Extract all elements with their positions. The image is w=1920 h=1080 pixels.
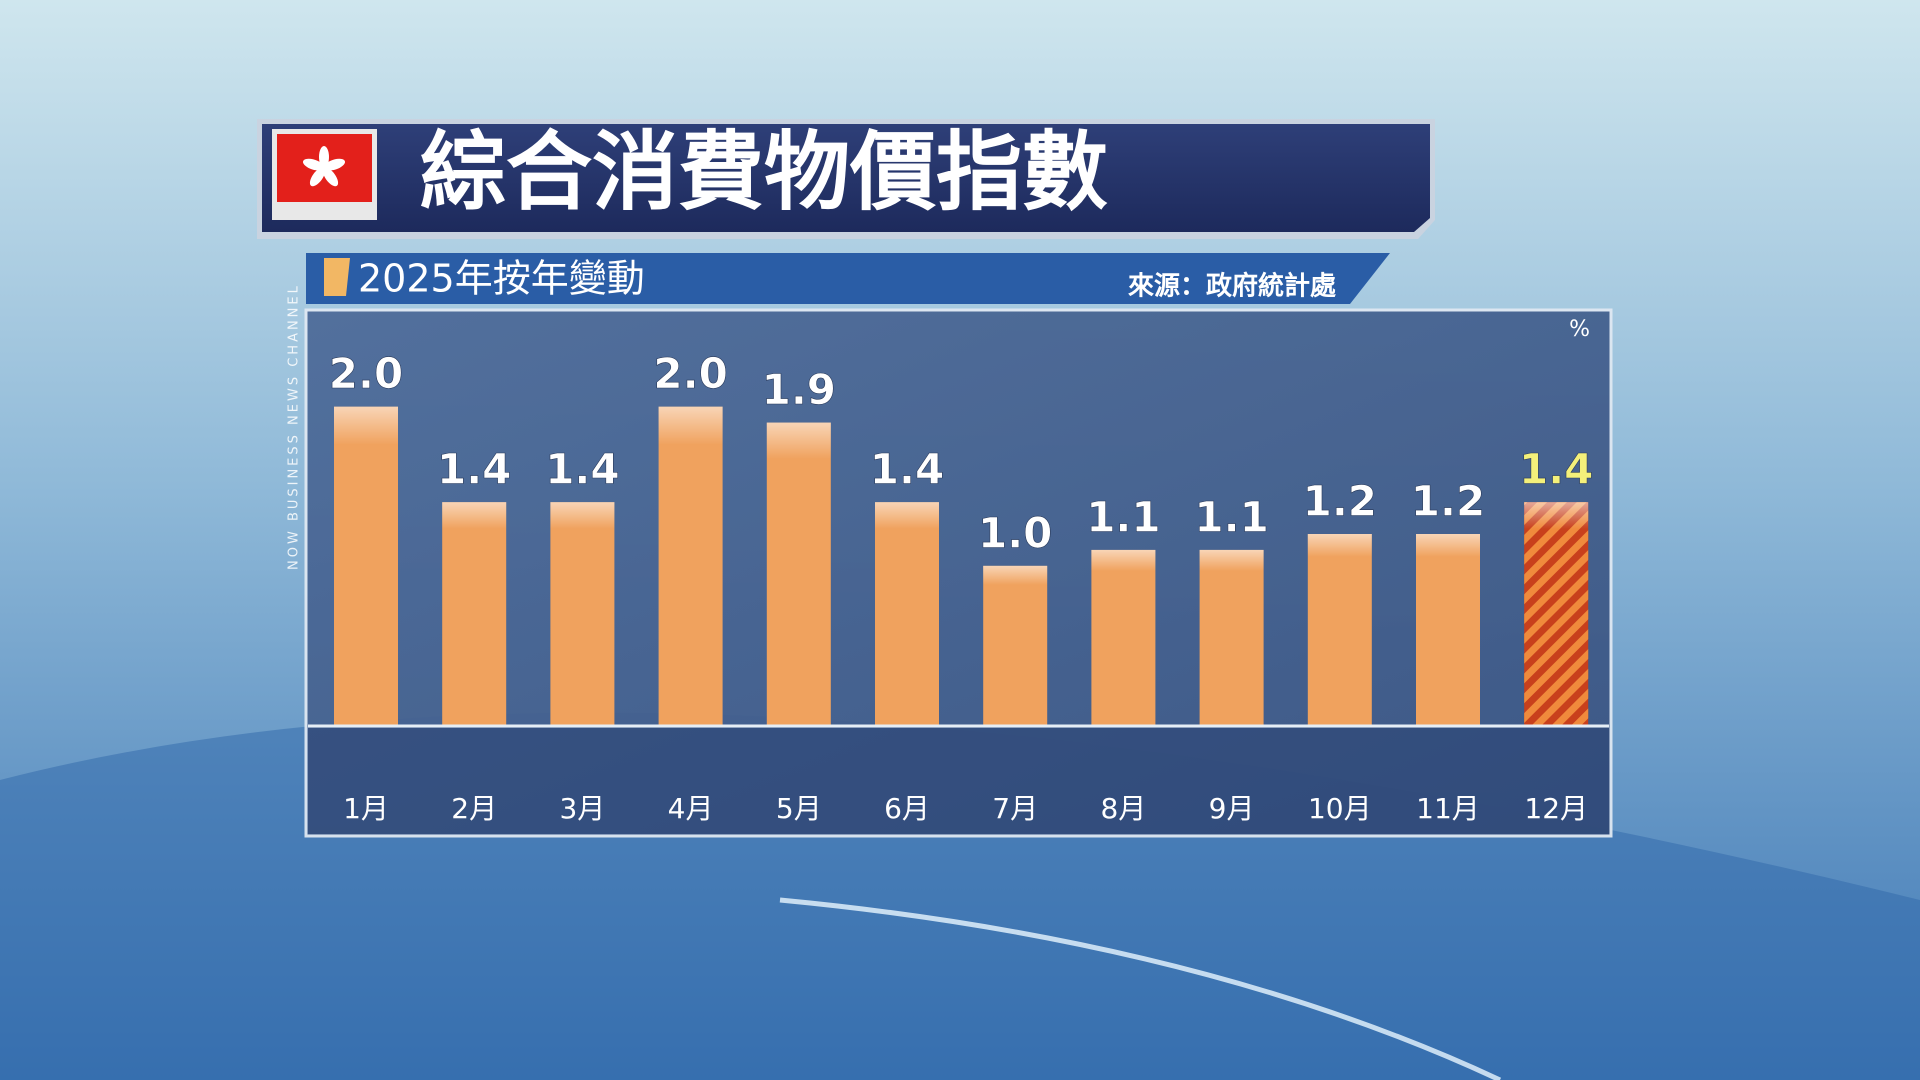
bar-shine [334,406,398,725]
subtitle-bar [306,253,1390,304]
x-tick-label: 3月 [559,792,605,825]
bar-shine [983,565,1048,725]
x-tick-label: 11月 [1416,792,1480,825]
bar-shine [550,502,615,725]
bar-shine [1091,549,1156,725]
x-tick-label: 12月 [1524,792,1588,825]
bar-shine [1524,502,1589,725]
bar-shine [1199,549,1264,725]
value-label: 1.1 [1086,492,1160,541]
bar-shine [442,502,507,725]
source-note: 來源：政府統計處 [1128,271,1336,302]
x-tick-label: 4月 [668,792,714,825]
chart-subtitle: 2025年按年變動 [358,257,645,301]
x-tick-label: 9月 [1209,792,1255,825]
channel-watermark: NOW BUSINESS NEWS CHANNEL [287,283,302,570]
bar-shine [1416,534,1480,725]
x-tick-label: 10月 [1308,792,1372,825]
value-label: 2.0 [329,349,403,398]
x-tick-label: 8月 [1100,792,1146,825]
subtitle-marker [324,258,350,296]
x-tick-label: 6月 [884,792,930,825]
value-label: 1.4 [870,445,944,494]
value-label: 1.0 [978,508,1052,557]
bar-shine [658,406,723,725]
x-tick-label: 2月 [451,792,497,825]
x-tick-label: 7月 [992,792,1038,825]
unit-label: % [1569,317,1590,342]
value-label: 1.4 [545,445,619,494]
bar-shine [1307,534,1372,725]
value-label: 1.4 [437,445,511,494]
category-strip [308,728,1609,834]
value-label: 1.4 [1519,445,1593,494]
value-label: 1.1 [1194,492,1268,541]
value-label: 1.9 [762,365,836,414]
chart-title: 綜合消費物價指數 [420,122,1108,222]
title-banner [262,124,1430,232]
value-label: 1.2 [1303,477,1377,526]
x-tick-label: 1月 [343,792,389,825]
bar-layer: 2.0 1月 1.4 2月 1.4 3月 2.0 4月 1.9 5月 1.4 6月 1.0 7月 1.1 8月… [328,349,1593,825]
bar-shine [875,502,939,725]
flag-emblem [302,146,346,187]
background-arc [779,897,1502,1080]
value-label: 1.2 [1411,477,1485,526]
value-label: 2.0 [653,349,727,398]
x-tick-label: 5月 [776,792,822,825]
bar-shine [766,422,831,725]
